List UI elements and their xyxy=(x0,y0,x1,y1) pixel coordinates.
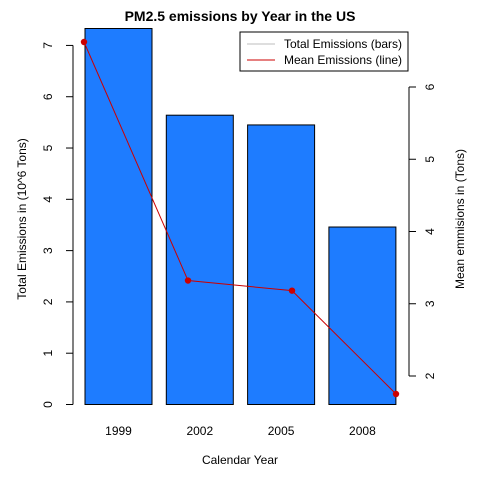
y-axis-left-tick-label: 3 xyxy=(41,247,55,254)
y-axis-right-tick-label: 2 xyxy=(423,372,437,379)
y-axis-left: 0 1 2 3 4 5 6 7 xyxy=(41,42,74,408)
legend-label-line: Mean Emissions (line) xyxy=(284,53,402,67)
mean-point-1999 xyxy=(80,38,88,46)
y-axis-right-tick-label: 6 xyxy=(423,83,437,90)
y-axis-left-label: Total Emissions in (10^6 Tons) xyxy=(15,138,29,299)
x-tick-label: 2002 xyxy=(186,424,213,438)
legend: Total Emissions (bars) Mean Emissions (l… xyxy=(239,31,409,72)
bar-series xyxy=(84,28,397,406)
x-tick-label: 1999 xyxy=(105,424,132,438)
mean-emissions-line xyxy=(83,41,397,395)
x-axis-tick-labels: 1999 2002 2005 2008 xyxy=(105,424,376,438)
mean-point-2002 xyxy=(184,277,192,284)
bar-2005 xyxy=(247,124,316,406)
y-axis-right-tick-label: 5 xyxy=(423,156,437,163)
y-axis-left-tick-label: 1 xyxy=(41,350,55,357)
mean-point-2008 xyxy=(392,390,400,398)
y-axis-left-tick-label: 5 xyxy=(41,144,55,151)
bar-2008 xyxy=(328,226,397,405)
y-axis-right: 2 3 4 5 6 xyxy=(408,83,437,379)
y-axis-left-tick-label: 6 xyxy=(41,93,55,100)
y-axis-right-tick-label: 4 xyxy=(423,228,437,235)
chart-title: PM2.5 emissions by Year in the US xyxy=(125,8,356,24)
x-tick-label: 2005 xyxy=(268,424,295,438)
y-axis-left-tick-label: 0 xyxy=(41,401,55,408)
legend-box xyxy=(239,31,409,72)
y-axis-right-tick-label: 3 xyxy=(423,300,437,307)
y-axis-left-tick-label: 2 xyxy=(41,298,55,305)
y-axis-left-tick-label: 4 xyxy=(41,196,55,203)
y-axis-right-label: Mean emmisions in (Tons) xyxy=(453,149,467,289)
line-series xyxy=(80,38,400,398)
bar-2002 xyxy=(165,114,234,406)
x-axis-label: Calendar Year xyxy=(202,453,278,467)
x-tick-label: 2008 xyxy=(349,424,376,438)
mean-point-2005 xyxy=(288,287,296,294)
y-axis-left-tick-label: 7 xyxy=(41,42,55,49)
bar-1999 xyxy=(84,28,153,405)
legend-label-bars: Total Emissions (bars) xyxy=(284,37,402,51)
